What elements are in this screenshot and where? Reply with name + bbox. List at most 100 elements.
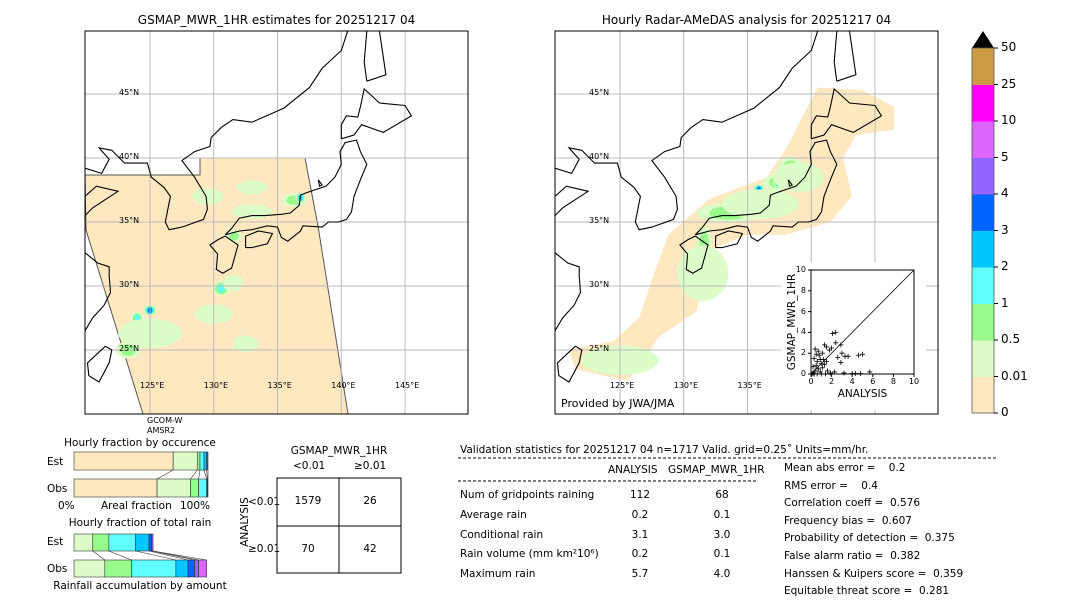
contingency-cell-miss: 70	[301, 543, 315, 555]
lat-label: 40°N	[589, 152, 610, 161]
validation-score: Hanssen & Kuipers score = 0.359	[784, 567, 964, 580]
scatter-point	[838, 342, 844, 348]
one-to-one-line	[810, 269, 915, 375]
coastline	[86, 345, 113, 383]
validation-score: RMS error = 0.4	[784, 479, 878, 492]
validation-row-gsmap: 0.1	[713, 509, 731, 521]
lat-label: 25°N	[119, 344, 140, 353]
bar-connector	[92, 550, 105, 561]
lat-label: 45°N	[589, 88, 610, 97]
validation-row-label: Maximum rain	[460, 568, 536, 580]
contingency-row-label-1: <0.01	[248, 496, 281, 508]
total-rain-est-segment	[73, 533, 94, 552]
coastline	[85, 252, 112, 332]
colorbar-tick-label: 1	[1001, 295, 1009, 310]
validation-score: Correlation coeff = 0.576	[784, 497, 920, 510]
colorbar-segment	[972, 194, 994, 231]
bar-connector	[151, 550, 195, 561]
occurrence-obs-segment	[156, 478, 191, 498]
scatter-point	[845, 353, 851, 359]
lon-label: 125°E	[610, 381, 635, 390]
occurrence-est-segment	[206, 451, 209, 471]
bar-connector	[148, 550, 188, 561]
scatter-point	[833, 329, 839, 335]
scatter-y-tick-label: 4	[800, 327, 806, 337]
occurrence-est-segment	[199, 451, 205, 471]
validation-score: Mean abs error = 0.2	[784, 462, 906, 474]
colorbar-tick-label: 0.5	[1001, 332, 1021, 346]
total-rain-est-segment	[108, 533, 136, 552]
colorbar-segment	[972, 84, 994, 122]
rain-area	[236, 180, 268, 195]
sensor-label-1: GCOM-W	[147, 416, 183, 425]
radar-coverage	[569, 87, 895, 381]
scatter-point	[860, 351, 865, 357]
validation-row-analysis: 112	[629, 489, 651, 501]
rain-area	[192, 188, 223, 205]
rain-area	[232, 335, 259, 352]
scatter-x-tick-label: 0	[808, 377, 814, 386]
bar-connector	[153, 550, 207, 561]
total-rain-obs-segment	[104, 559, 132, 578]
rain-area	[229, 231, 239, 241]
occurrence-est-segment	[73, 451, 174, 471]
total-rain-title: Hourly fraction of total rain	[68, 517, 212, 529]
scatter-frame	[810, 269, 915, 375]
colorbar-tick-label: 0	[1001, 405, 1009, 419]
right-map-title: Hourly Radar-AMeDAS analysis for 2025121…	[601, 13, 892, 27]
coastline	[679, 235, 709, 274]
contingency-col-label-1: <0.01	[293, 460, 326, 472]
validation-row-analysis: 0.2	[631, 548, 649, 560]
colorbar-segment	[972, 340, 994, 377]
scatter-point	[852, 370, 858, 376]
bar-connector	[198, 469, 201, 480]
coastline	[833, 31, 838, 82]
validation-score: Frequency bias = 0.607	[784, 514, 912, 527]
colorbar-tick-label: 5	[1001, 149, 1009, 164]
scatter-x-tick-label: 2	[829, 377, 835, 386]
coastline	[363, 31, 368, 82]
occurrence-est-segment	[203, 451, 207, 471]
scatter-inset	[781, 262, 926, 410]
contingency-cell-hit-none: 1579	[294, 495, 322, 507]
lat-label: 25°N	[589, 344, 610, 353]
scatter-y-tick-label: 0	[800, 369, 806, 378]
validation-score: Probability of detection = 0.375	[784, 532, 955, 545]
scatter-point	[833, 340, 839, 346]
contingency-row-label-2: ≥0.01	[248, 543, 281, 555]
colorbar-segment	[972, 230, 994, 268]
scatter-point	[817, 356, 823, 362]
rain-area	[677, 245, 729, 301]
validation-row-gsmap: 3.0	[713, 529, 731, 541]
total-rain-est-segment	[92, 533, 110, 552]
scatter-point	[855, 352, 861, 358]
contingency-cell-false-alarm: 26	[363, 495, 377, 507]
scatter-point	[829, 345, 835, 351]
occurrence-x-max: 100%	[180, 500, 211, 512]
validation-row-label: Rain volume (mm km²10⁶)	[460, 548, 599, 560]
scatter-point	[815, 366, 821, 372]
total-rain-obs-segment	[187, 559, 195, 578]
bar-connector	[203, 469, 207, 480]
total-rain-obs-segment	[194, 559, 199, 578]
left-map	[84, 30, 469, 415]
left-map-title: GSMAP_MWR_1HR estimates for 20251217 04	[137, 13, 416, 27]
coastline	[555, 31, 819, 231]
scatter-point	[818, 361, 824, 367]
scatter-point	[814, 359, 820, 365]
validation-row-label: Average rain	[460, 509, 527, 521]
coastline	[555, 252, 582, 332]
validation-row-gsmap: 68	[715, 489, 729, 501]
scatter-x-tick-label: 8	[890, 377, 896, 386]
data-credit: Provided by JWA/JMA	[561, 397, 675, 410]
colorbar-tick-label: 4	[1001, 186, 1009, 200]
total-rain-obs-segment	[131, 559, 177, 578]
colorbar-segment	[972, 48, 994, 85]
coastline	[209, 235, 239, 274]
coastline	[224, 139, 368, 242]
coastline	[555, 185, 590, 216]
scatter-y-tick-label: 8	[800, 285, 806, 295]
lon-label: 130°E	[673, 381, 699, 390]
